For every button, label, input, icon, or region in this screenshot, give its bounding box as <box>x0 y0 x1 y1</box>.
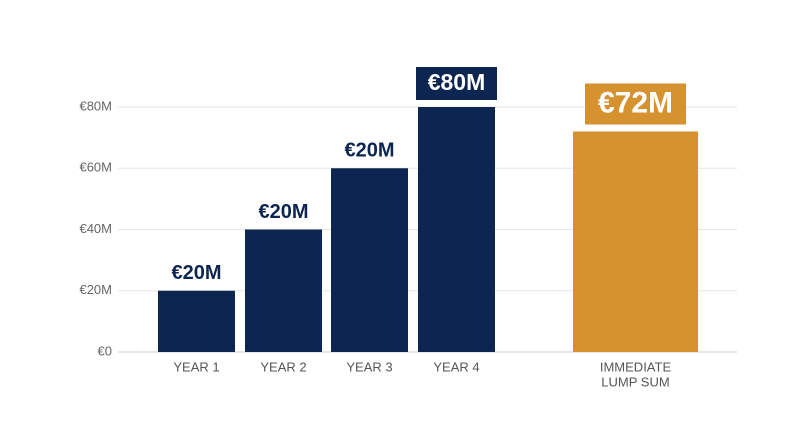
y-tick-label: €0 <box>98 343 112 358</box>
bar <box>245 229 322 352</box>
total-label-box <box>416 67 497 100</box>
label-background <box>245 195 322 226</box>
x-tick-label: YEAR 3 <box>346 359 392 374</box>
bar <box>158 290 235 352</box>
value-label: €20M <box>344 140 394 162</box>
bar <box>331 168 408 352</box>
y-tick-label: €20M <box>79 282 112 297</box>
total-label: €80M <box>428 69 486 95</box>
x-tick-label: YEAR 2 <box>260 359 306 374</box>
value-label: €20M <box>258 201 308 223</box>
x-tick-label: YEAR 1 <box>173 359 219 374</box>
x-tick-label: YEAR 4 <box>433 359 479 374</box>
x-tick-label: LUMP SUM <box>601 374 669 389</box>
label-background <box>331 134 408 165</box>
y-tick-label: €80M <box>79 98 112 113</box>
x-tick-label: IMMEDIATE <box>600 359 672 374</box>
lump-sum-bar <box>573 131 698 352</box>
y-tick-label: €40M <box>79 221 112 236</box>
lump-sum-label-box <box>585 83 686 125</box>
bar <box>418 107 495 352</box>
lump-sum-label: €72M <box>598 86 673 119</box>
value-label: €20M <box>171 262 221 284</box>
y-tick-label: €60M <box>79 160 112 175</box>
label-background <box>158 256 235 287</box>
